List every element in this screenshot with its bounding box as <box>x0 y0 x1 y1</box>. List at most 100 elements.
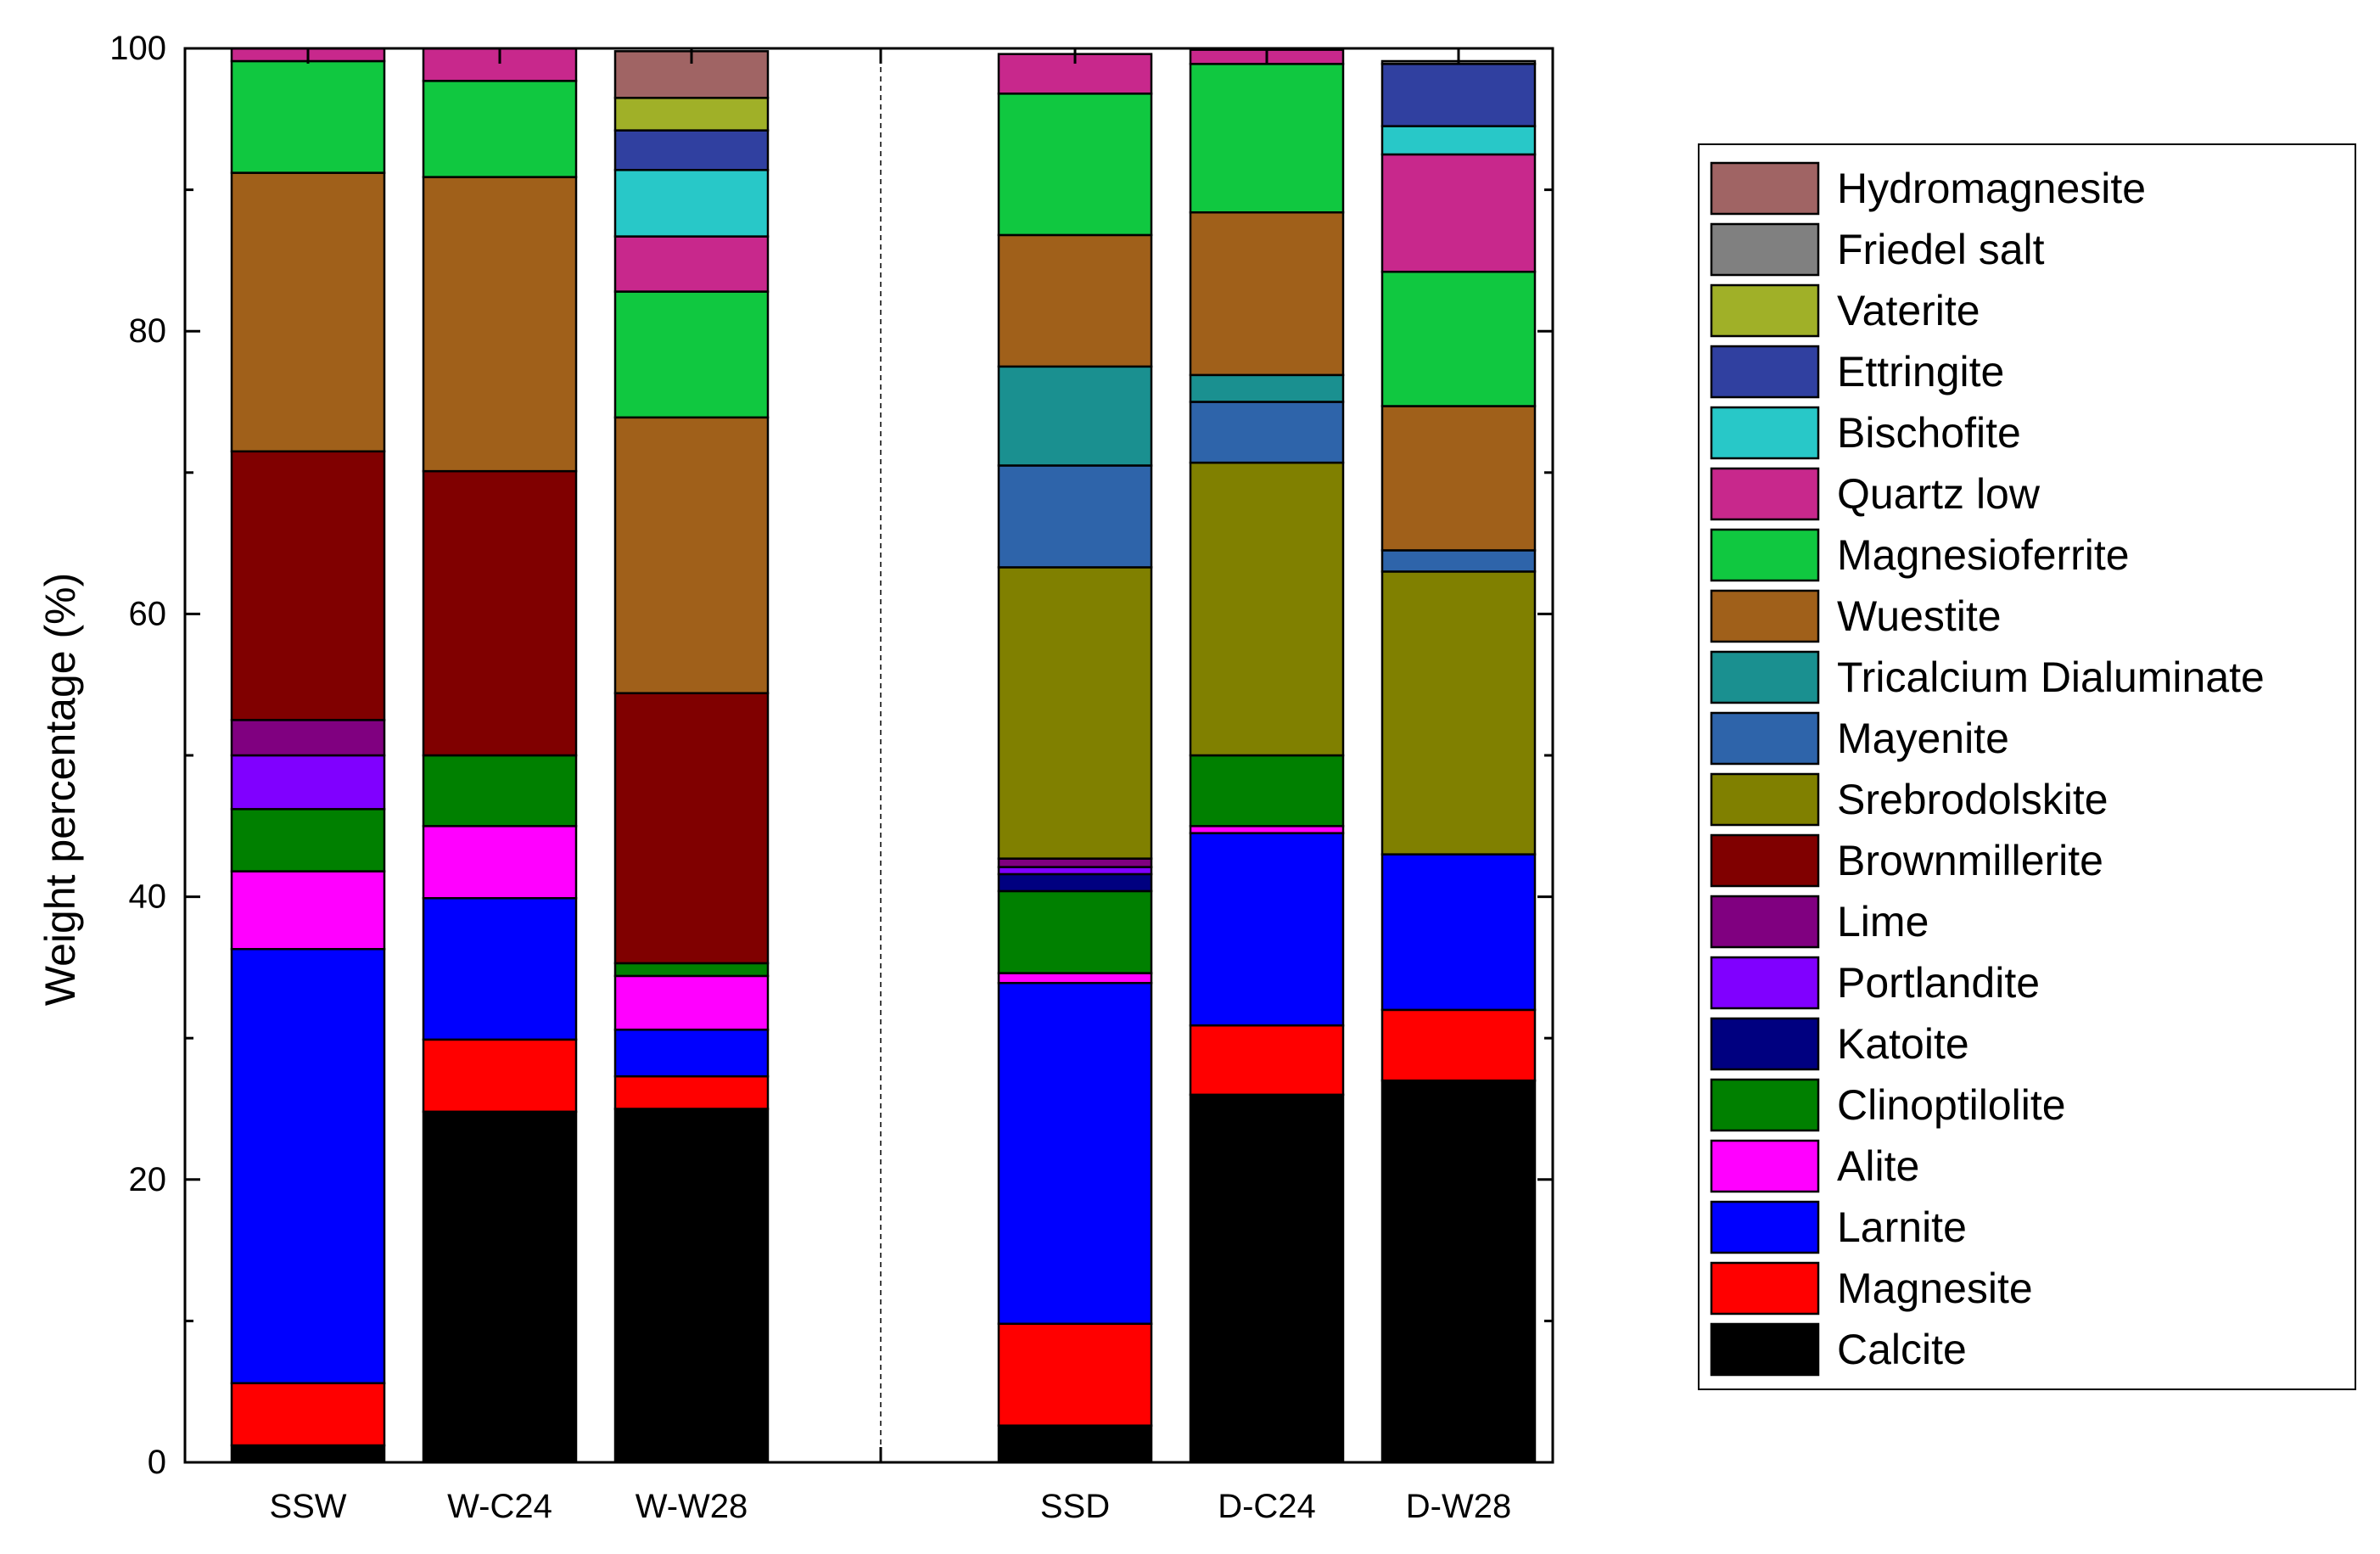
legend-label-magnesite: Magnesite <box>1837 1265 2033 1312</box>
bar-segment-ssw-larnite <box>230 947 386 1384</box>
legend-label-vaterite: Vaterite <box>1837 287 1980 334</box>
bar-segment-w-w28-alite <box>613 974 770 1031</box>
legend-label-friedel-salt: Friedel salt <box>1837 226 2045 273</box>
legend-label-quartz-low: Quartz low <box>1837 470 2041 518</box>
bar-segment-w-c24-calcite <box>422 1110 578 1464</box>
legend-swatch-wuestite <box>1710 589 1820 643</box>
bar-segment-w-c24-alite <box>422 825 578 900</box>
bar-segment-w-c24-magnesite <box>422 1038 578 1114</box>
bar-segment-w-c24-wuestite <box>422 176 578 473</box>
legend-swatch-brownmillerite <box>1710 833 1820 888</box>
legend-swatch-katoite <box>1710 1017 1820 1071</box>
legend-label-clinoptilolite: Clinoptilolite <box>1837 1081 2066 1129</box>
bar-segment-ssw-magnesioferrite <box>230 59 386 174</box>
bar-segment-w-w28-vaterite <box>613 97 770 132</box>
legend-label-calcite: Calcite <box>1837 1326 1967 1373</box>
legend-label-katoite: Katoite <box>1837 1020 1969 1068</box>
y-tick-label: 0 <box>148 1444 166 1481</box>
legend-swatch-lime <box>1710 895 1820 949</box>
legend-swatch-ettringite <box>1710 345 1820 399</box>
bar-segment-w-w28-ettringite <box>613 129 770 171</box>
legend-label-larnite: Larnite <box>1837 1203 1967 1251</box>
bar-segment-w-w28-quartz-low <box>613 235 770 293</box>
legend: Hydromagnesite Friedel salt Vaterite Ettrin… <box>1698 143 2356 1390</box>
bar-segment-d-w28-magnesite <box>1380 1008 1537 1082</box>
bar-segment-ssd-wuestite <box>997 233 1153 368</box>
bar-segment-d-c24-wuestite <box>1189 211 1345 377</box>
bar-segment-w-w28-magnesite <box>613 1074 770 1110</box>
bar-segment-w-c24-brownmillerite <box>422 469 578 757</box>
legend-swatch-friedel-salt <box>1710 222 1820 277</box>
bar-segment-ssw-alite <box>230 870 386 951</box>
bar-segment-w-w28-magnesioferrite <box>613 290 770 419</box>
bar-segment-w-w28-bischofite <box>613 169 770 238</box>
legend-swatch-mayenite <box>1710 711 1820 766</box>
bar-segment-w-c24-clinoptilolite <box>422 754 578 827</box>
legend-label-bischofite: Bischofite <box>1837 409 2021 457</box>
bar-segment-ssw-wuestite <box>230 171 386 453</box>
legend-swatch-vaterite <box>1710 283 1820 338</box>
bars-group <box>230 47 1537 1464</box>
legend-swatch-bischofite <box>1710 406 1820 460</box>
x-tick-label-w-w28: W-W28 <box>636 1488 748 1525</box>
bar-segment-ssw-magnesite <box>230 1382 386 1447</box>
x-tick-label-d-w28: D-W28 <box>1406 1488 1511 1525</box>
legend-swatch-larnite <box>1710 1200 1820 1254</box>
bar-segment-w-c24-larnite <box>422 897 578 1041</box>
bar-segment-d-w28-mayenite <box>1380 549 1537 573</box>
bar-segment-d-w28-calcite <box>1380 1079 1537 1464</box>
y-axis-label: Weight percentage (%) <box>36 573 84 1006</box>
plot-frame <box>183 47 1554 1464</box>
bar-segment-w-w28-calcite <box>613 1108 770 1464</box>
y-tick-label: 100 <box>109 30 166 67</box>
y-tick-label: 60 <box>129 595 167 632</box>
bar-segment-ssd-katoite <box>997 872 1153 893</box>
bar-segment-w-w28-wuestite <box>613 416 770 694</box>
bar-segment-ssw-portlandite <box>230 754 386 811</box>
legend-swatch-quartz-low <box>1710 467 1820 521</box>
bar-segment-d-c24-larnite <box>1189 832 1345 1027</box>
y-tick-label: 40 <box>129 878 167 916</box>
legend-swatch-alite <box>1710 1139 1820 1193</box>
legend-swatch-clinoptilolite <box>1710 1078 1820 1132</box>
legend-swatch-calcite <box>1710 1322 1820 1377</box>
y-tick-label: 80 <box>129 312 167 350</box>
bar-segment-w-c24-magnesioferrite <box>422 80 578 178</box>
x-tick-label-w-c24: W-C24 <box>447 1488 552 1525</box>
legend-swatch-tricalcium-dialuminate <box>1710 650 1820 704</box>
x-tick-label-ssd: SSD <box>1040 1488 1110 1525</box>
legend-swatch-magnesioferrite <box>1710 528 1820 582</box>
legend-label-lime: Lime <box>1837 898 1929 945</box>
bar-segment-w-w28-clinoptilolite <box>613 962 770 978</box>
legend-label-ettringite: Ettringite <box>1837 348 2004 396</box>
bar-segment-d-w28-srebrodolskite <box>1380 570 1537 856</box>
legend-label-portlandite: Portlandite <box>1837 959 2040 1007</box>
bar-segment-w-w28-brownmillerite <box>613 692 770 965</box>
bar-segment-w-w28-larnite <box>613 1028 770 1078</box>
bar-segment-ssd-srebrodolskite <box>997 566 1153 860</box>
legend-label-wuestite: Wuestite <box>1837 592 2002 640</box>
legend-label-hydromagnesite: Hydromagnesite <box>1837 165 2146 212</box>
bar-segment-ssw-clinoptilolite <box>230 808 386 872</box>
bar-segment-d-w28-quartz-low <box>1380 153 1537 273</box>
y-tick-label: 20 <box>129 1161 167 1198</box>
bar-segment-ssd-mayenite <box>997 464 1153 569</box>
bar-segment-ssd-magnesite <box>997 1322 1153 1427</box>
bar-segment-d-c24-magnesite <box>1189 1024 1345 1097</box>
bar-segment-d-c24-mayenite <box>1189 401 1345 464</box>
y-axis: 0 20 40 60 80 100 <box>109 30 1553 1481</box>
bar-segment-ssw-lime <box>230 719 386 757</box>
bar-segment-ssd-alite <box>997 972 1153 985</box>
legend-swatch-srebrodolskite <box>1710 772 1820 827</box>
legend-swatch-magnesite <box>1710 1261 1820 1316</box>
bar-segment-d-c24-clinoptilolite <box>1189 754 1345 827</box>
legend-label-magnesioferrite: Magnesioferrite <box>1837 531 2130 579</box>
x-tick-label-ssw: SSW <box>269 1488 346 1525</box>
bar-segment-d-c24-magnesioferrite <box>1189 63 1345 214</box>
bar-segment-ssd-magnesioferrite <box>997 93 1153 237</box>
legend-swatch-portlandite <box>1710 956 1820 1010</box>
x-axis: SSW W-C24 W-W28 SSD D-C24 D-W28 <box>269 48 1511 1525</box>
bar-segment-ssd-clinoptilolite <box>997 889 1153 974</box>
bar-segment-d-w28-wuestite <box>1380 405 1537 552</box>
